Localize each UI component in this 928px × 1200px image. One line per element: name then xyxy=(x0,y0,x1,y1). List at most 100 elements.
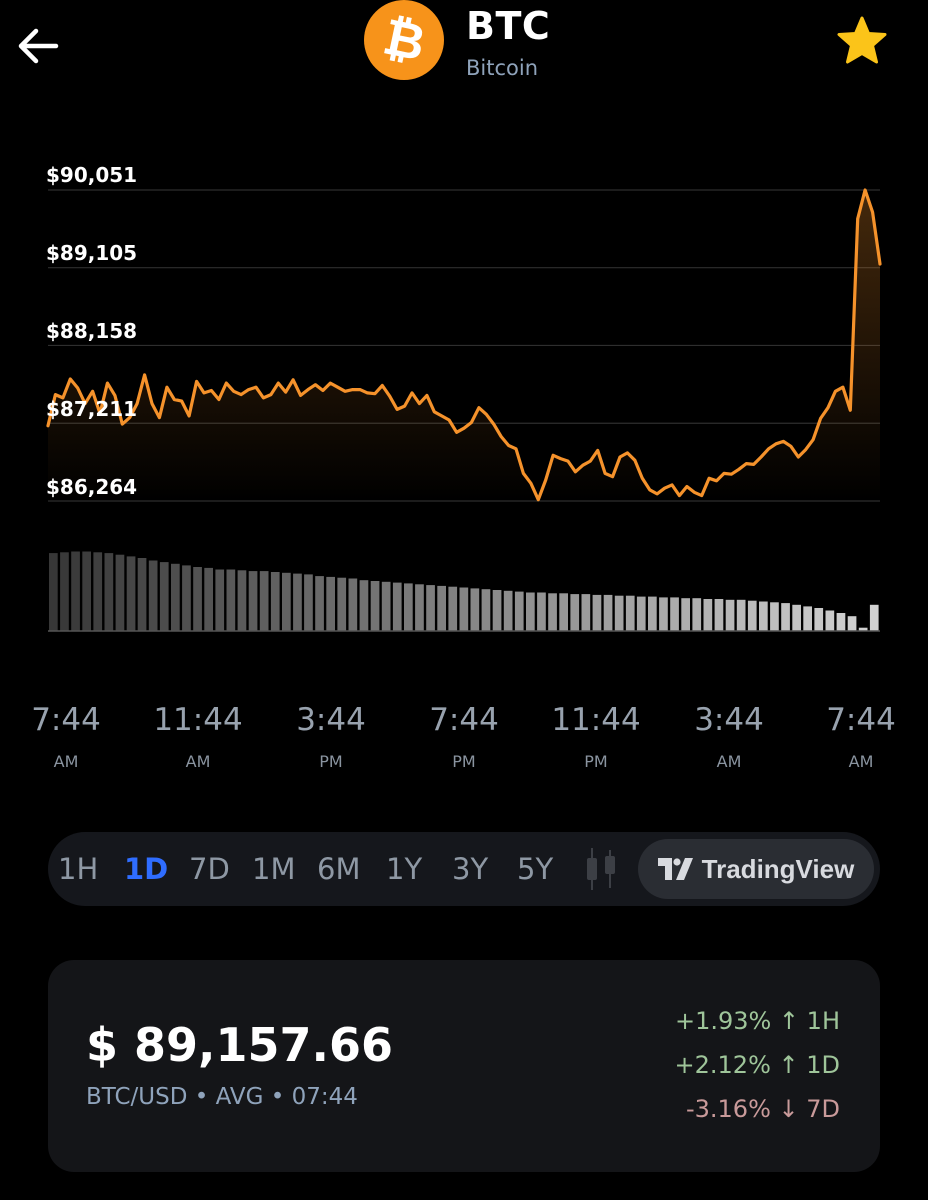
y-tick-label: $86,264 xyxy=(46,475,138,499)
volume-bar xyxy=(614,595,624,631)
x-tick-ampm: AM xyxy=(185,752,211,771)
volume-bar xyxy=(381,581,391,631)
volume-bar xyxy=(337,577,347,631)
volume-bar xyxy=(315,576,324,631)
volume-bar xyxy=(237,570,247,631)
volume-bar xyxy=(348,578,358,631)
volume-bar xyxy=(304,574,313,631)
x-tick: 7:44 AM xyxy=(6,702,126,771)
y-tick-label: $89,105 xyxy=(46,241,138,265)
bitcoin-logo: ₿ xyxy=(364,0,444,80)
current-price: $ 89,157.66 xyxy=(86,1018,394,1072)
volume-bar xyxy=(448,586,458,631)
price-chart[interactable] xyxy=(0,150,928,640)
volume-bar xyxy=(548,593,557,631)
tradingview-label: TradingView xyxy=(701,853,855,884)
volume-bar xyxy=(115,554,125,631)
volume-bar xyxy=(625,595,635,631)
bitcoin-glyph: ₿ xyxy=(378,7,430,73)
volume-bar xyxy=(814,608,824,631)
volume-bar xyxy=(759,601,768,631)
volume-bar xyxy=(659,597,668,631)
volume-bar xyxy=(60,552,69,631)
volume-bar xyxy=(770,602,779,631)
volume-bar xyxy=(159,562,169,631)
x-tick: 3:44 PM xyxy=(271,702,391,771)
volume-bar xyxy=(415,584,424,631)
volume-bar xyxy=(104,553,114,631)
volume-bar xyxy=(404,583,413,631)
volume-bar xyxy=(869,604,879,631)
x-tick: 7:44 PM xyxy=(404,702,524,771)
volume-bar xyxy=(503,590,513,631)
volume-bar xyxy=(858,627,868,631)
x-tick: 11:44 PM xyxy=(536,702,656,771)
range-1h-button[interactable]: 1H xyxy=(58,852,99,886)
volume-bar xyxy=(492,590,502,631)
favorite-button[interactable] xyxy=(834,14,890,68)
volume-bar xyxy=(49,553,58,631)
volume-bar xyxy=(93,552,103,631)
range-7d-button[interactable]: 7D xyxy=(189,852,230,886)
range-1m-button[interactable]: 1M xyxy=(252,852,296,886)
back-button[interactable] xyxy=(14,24,62,68)
star-icon xyxy=(837,16,887,64)
volume-bar xyxy=(836,613,846,631)
volume-bar xyxy=(670,597,679,631)
volume-bar xyxy=(648,596,657,631)
tradingview-button[interactable]: TradingView xyxy=(638,839,874,899)
volume-bar xyxy=(703,599,713,631)
volume-bar xyxy=(736,599,746,631)
tradingview-logo-icon xyxy=(657,858,693,880)
volume-bar xyxy=(226,569,236,631)
volume-bar xyxy=(603,594,613,631)
volume-bar xyxy=(437,585,446,631)
price-area-fill xyxy=(48,190,880,501)
volume-bar xyxy=(681,598,690,631)
change-7d: -3.16% ↓ 7D xyxy=(685,1095,840,1123)
volume-bar xyxy=(171,563,180,631)
volume-bar xyxy=(148,560,158,631)
volume-bar xyxy=(248,571,258,631)
volume-bar xyxy=(692,598,702,631)
x-tick-time: 7:44 xyxy=(826,702,896,738)
x-tick: 11:44 AM xyxy=(138,702,258,771)
range-1y-button[interactable]: 1Y xyxy=(386,852,423,886)
range-3y-button[interactable]: 3Y xyxy=(452,852,489,886)
price-card xyxy=(48,960,880,1172)
x-tick: 3:44 AM xyxy=(669,702,789,771)
x-tick: 7:44 AM xyxy=(801,702,921,771)
volume-bar xyxy=(182,565,191,631)
x-tick-ampm: AM xyxy=(716,752,742,771)
x-tick-time: 11:44 xyxy=(551,702,641,738)
volume-bar xyxy=(71,551,80,631)
change-1h: +1.93% ↑ 1H xyxy=(674,1007,840,1035)
volume-bar xyxy=(592,594,602,631)
volume-bar xyxy=(537,592,546,631)
volume-bar xyxy=(803,606,812,631)
volume-bar xyxy=(82,551,91,631)
x-tick-ampm: PM xyxy=(584,752,608,771)
range-6m-button[interactable]: 6M xyxy=(317,852,361,886)
volume-bar xyxy=(470,588,480,631)
volume-bar xyxy=(481,589,491,631)
range-5y-button[interactable]: 5Y xyxy=(517,852,554,886)
volume-bar xyxy=(570,594,580,631)
volume-bar xyxy=(459,587,469,631)
volume-bar xyxy=(636,596,646,631)
volume-bar xyxy=(747,600,757,631)
change-1d: +2.12% ↑ 1D xyxy=(674,1051,840,1079)
candlestick-icon xyxy=(587,848,615,890)
volume-bar xyxy=(359,580,369,631)
x-tick-ampm: PM xyxy=(452,752,476,771)
x-tick-ampm: PM xyxy=(319,752,343,771)
candlestick-toggle[interactable] xyxy=(582,846,622,892)
pair-info: BTC/USD • AVG • 07:44 xyxy=(86,1084,358,1110)
volume-bar xyxy=(792,604,801,631)
range-1d-button[interactable]: 1D xyxy=(124,852,169,886)
volume-bar xyxy=(215,569,225,631)
volume-bar xyxy=(204,567,213,631)
y-tick-label: $87,211 xyxy=(46,397,138,421)
coin-ticker: BTC xyxy=(466,4,551,48)
y-tick-label: $90,051 xyxy=(46,163,138,187)
